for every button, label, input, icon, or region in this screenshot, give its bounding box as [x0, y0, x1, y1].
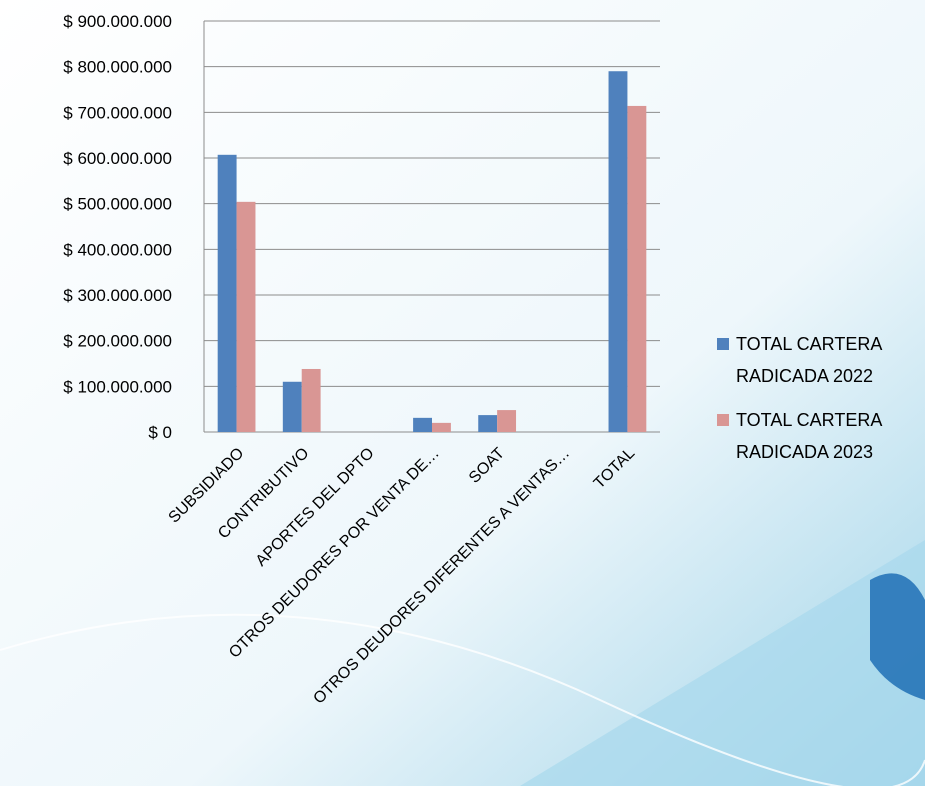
legend-swatch: [717, 414, 729, 426]
y-tick-label: $ 400.000.000: [63, 240, 172, 259]
legend-label: TOTAL CARTERA RADICADA 2023: [736, 410, 882, 462]
y-tick-label: $ 800.000.000: [63, 58, 172, 77]
bar: [236, 201, 256, 432]
bar: [627, 105, 647, 432]
y-tick-label: $ 600.000.000: [63, 149, 172, 168]
bar: [608, 71, 628, 432]
bar: [497, 410, 517, 432]
y-tick-label: $ 0: [148, 423, 172, 442]
legend-item: TOTAL CARTERA RADICADA 2023: [717, 404, 922, 468]
legend-label: TOTAL CARTERA RADICADA 2022: [736, 334, 882, 386]
bar: [282, 381, 302, 432]
y-tick-label: $ 700.000.000: [63, 103, 172, 122]
logo-fragment: [870, 573, 925, 700]
y-tick-label: $ 900.000.000: [63, 12, 172, 31]
decoration: [520, 540, 925, 786]
bar: [478, 415, 498, 432]
y-tick-label: $ 100.000.000: [63, 377, 172, 396]
y-tick-label: $ 300.000.000: [63, 286, 172, 305]
bar: [301, 368, 321, 432]
y-tick-label: $ 500.000.000: [63, 195, 172, 214]
legend-swatch: [717, 338, 729, 350]
decoration: [0, 613, 925, 786]
y-tick-label: $ 200.000.000: [63, 332, 172, 351]
legend-item: TOTAL CARTERA RADICADA 2022: [717, 328, 922, 392]
bar: [217, 154, 237, 432]
bar: [432, 422, 451, 432]
bar: [413, 417, 432, 432]
